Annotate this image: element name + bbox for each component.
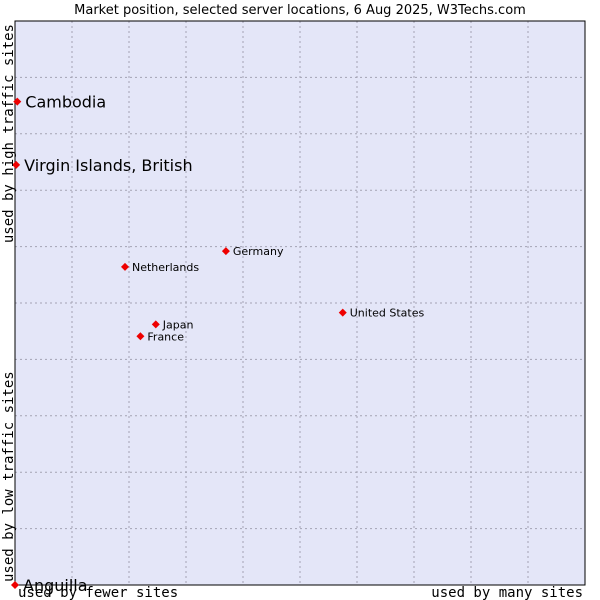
point-marker — [221, 247, 230, 256]
data-point-germany: Germany — [221, 245, 284, 258]
y-axis-label-top: used by high traffic sites — [1, 24, 17, 243]
data-points: Cambodia Virgin Islands, British Germany Ne… — [11, 93, 425, 595]
point-label: France — [147, 330, 184, 343]
chart-title: Market position, selected server locatio… — [74, 3, 526, 18]
point-label: Germany — [233, 245, 284, 258]
data-point-cambodia: Cambodia — [13, 93, 106, 112]
data-point-virgin-islands-british: Virgin Islands, British — [12, 156, 193, 175]
data-point-japan: Japan — [151, 318, 194, 331]
y-axis-label-bottom: used by low traffic sites — [1, 371, 17, 582]
point-marker — [121, 262, 130, 271]
point-marker — [13, 97, 22, 106]
data-point-france: France — [136, 330, 184, 343]
grid-lines — [15, 21, 585, 585]
data-point-united-states: United States — [338, 307, 425, 320]
point-label: Japan — [162, 318, 194, 331]
data-point-netherlands: Netherlands — [121, 261, 199, 274]
point-marker — [12, 160, 21, 169]
plot-border — [14, 20, 586, 586]
x-axis-label-right: used by many sites — [431, 585, 583, 600]
point-marker — [151, 320, 160, 329]
point-marker — [136, 332, 145, 341]
point-label: Netherlands — [132, 261, 199, 274]
data-point-anguilla: Anguilla — [11, 576, 88, 595]
point-marker — [338, 308, 347, 317]
x-axis-label-left: used by fewer sites — [18, 585, 178, 600]
point-label: Virgin Islands, British — [24, 156, 192, 175]
point-label: Anguilla — [23, 576, 88, 595]
point-marker — [11, 581, 19, 589]
point-label: Cambodia — [25, 93, 106, 112]
point-label: United States — [350, 307, 425, 320]
